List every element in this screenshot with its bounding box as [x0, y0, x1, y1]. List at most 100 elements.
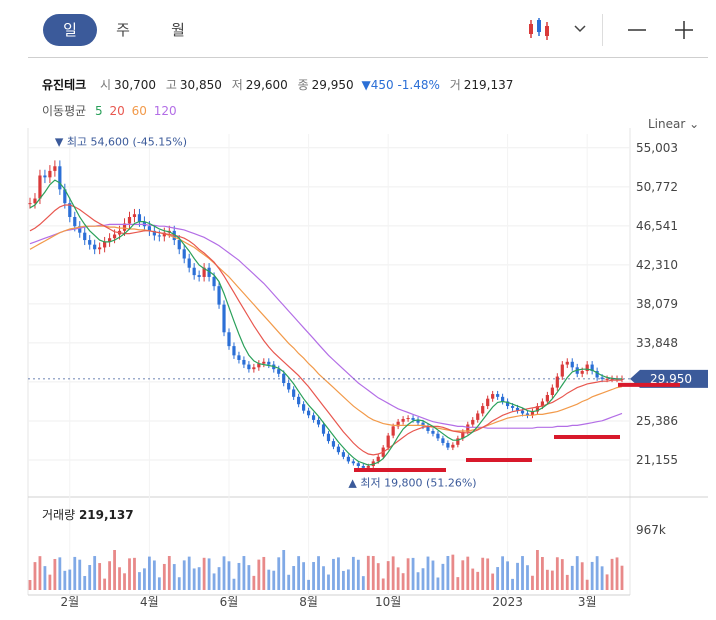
moving-average-legend[interactable]: 이동평균 5 20 60 120 [42, 102, 182, 119]
candle-body [212, 276, 216, 287]
change-value: ▼450 -1.48% [361, 78, 440, 92]
volume-bar [63, 570, 67, 590]
volume-bar [207, 558, 211, 590]
candle-body [481, 406, 485, 414]
candle-body [321, 424, 326, 434]
volume-bar [605, 574, 609, 590]
candle-body [436, 433, 440, 439]
candle-body [590, 364, 594, 372]
candlestick-icon[interactable] [526, 14, 556, 46]
high-annotation: ▼ 최고 54,600 (-45.15%) [55, 136, 187, 149]
candle-body [505, 401, 510, 407]
y-tick-label: 55,003 [636, 141, 678, 155]
candle-body [267, 361, 271, 365]
volume-bar [446, 556, 450, 590]
volume-bar [147, 556, 151, 590]
candle-body [396, 421, 400, 427]
scale-mode-label: Linear [648, 117, 686, 131]
y-tick-label: 42,310 [636, 258, 678, 272]
volume-bar [123, 573, 126, 590]
volume-bar [58, 557, 62, 590]
candle-body [515, 407, 520, 411]
candle-body [83, 232, 87, 241]
volume-bar [172, 564, 176, 590]
candle-body [376, 456, 380, 462]
volume-title-label: 거래량 [42, 508, 76, 522]
volume-bar [391, 556, 395, 590]
last-price-label: 29,950 [650, 372, 692, 386]
y-tick-label: 25,386 [636, 414, 678, 428]
candle-body [222, 304, 226, 333]
ma20-label: 20 [109, 104, 125, 118]
volume-bar [426, 556, 430, 590]
volume-bar [386, 561, 390, 590]
volume-bar [516, 562, 519, 590]
y-tick-label: 33,848 [636, 336, 678, 350]
high-value: 30,850 [179, 78, 222, 92]
candle-body [93, 244, 97, 250]
volume-bar [595, 556, 599, 590]
x-tick-label: 4월 [140, 595, 159, 609]
candle-body [411, 418, 415, 420]
candle-body [560, 364, 564, 377]
candle-body [98, 247, 102, 250]
candle-body [520, 410, 525, 414]
volume-bar [416, 572, 420, 590]
volume-bar [461, 560, 465, 590]
volume-bar [118, 567, 121, 590]
x-tick-label: 2월 [60, 595, 79, 609]
chevron-down-icon: ⌄ [689, 117, 700, 131]
candle-body [351, 461, 355, 464]
low-value: 29,600 [245, 78, 288, 92]
open-value: 30,700 [114, 78, 157, 92]
tab-day[interactable]: 일 [43, 14, 97, 46]
candle-body [306, 410, 311, 416]
candle-body [112, 234, 117, 239]
volume-bar [481, 557, 485, 590]
minus-icon[interactable] [626, 14, 648, 46]
volume-bar [541, 557, 544, 590]
candle-body [466, 424, 470, 432]
x-tick-label: 3월 [578, 595, 597, 609]
candle-body [336, 446, 341, 453]
top-toolbar: 일 주 월 [0, 0, 716, 58]
y-tick-label: 38,079 [636, 297, 678, 311]
candle-body [331, 441, 336, 447]
candle-body [496, 394, 500, 397]
candle-body [535, 406, 540, 412]
volume-bar [486, 558, 490, 590]
volume-scale-label: 967k [636, 523, 666, 537]
volume-bar [33, 562, 37, 590]
volume-bar [187, 556, 191, 590]
y-tick-label: 46,541 [636, 219, 678, 233]
tab-week[interactable]: 주 [116, 21, 130, 39]
volume-bar [28, 580, 32, 590]
candle-body [78, 226, 82, 233]
candle-body [192, 267, 196, 276]
volume-bar [531, 575, 534, 590]
tab-month[interactable]: 월 [171, 21, 185, 39]
candle-body [88, 240, 92, 245]
volume-bar [143, 568, 146, 590]
volume-bar [297, 556, 301, 590]
candle-body [605, 378, 609, 380]
volume-bar [197, 567, 201, 590]
candle-body [456, 438, 460, 445]
chevron-down-icon[interactable] [572, 14, 588, 46]
volume-bar [307, 579, 310, 590]
scale-mode-toggle[interactable]: Linear ⌄ [648, 117, 699, 131]
plus-icon[interactable] [673, 14, 695, 46]
volume-bar [272, 570, 276, 590]
candle-body [610, 378, 614, 380]
candle-body [68, 203, 72, 218]
close-value: 29,950 [311, 78, 354, 92]
candle-body [491, 394, 495, 399]
candle-body [33, 198, 37, 204]
volume-bar [376, 563, 380, 590]
volume-bar [267, 569, 271, 590]
candle-body [122, 223, 127, 231]
volume-bar [521, 556, 524, 590]
volume-bar [451, 554, 455, 590]
candle-body [451, 444, 455, 448]
